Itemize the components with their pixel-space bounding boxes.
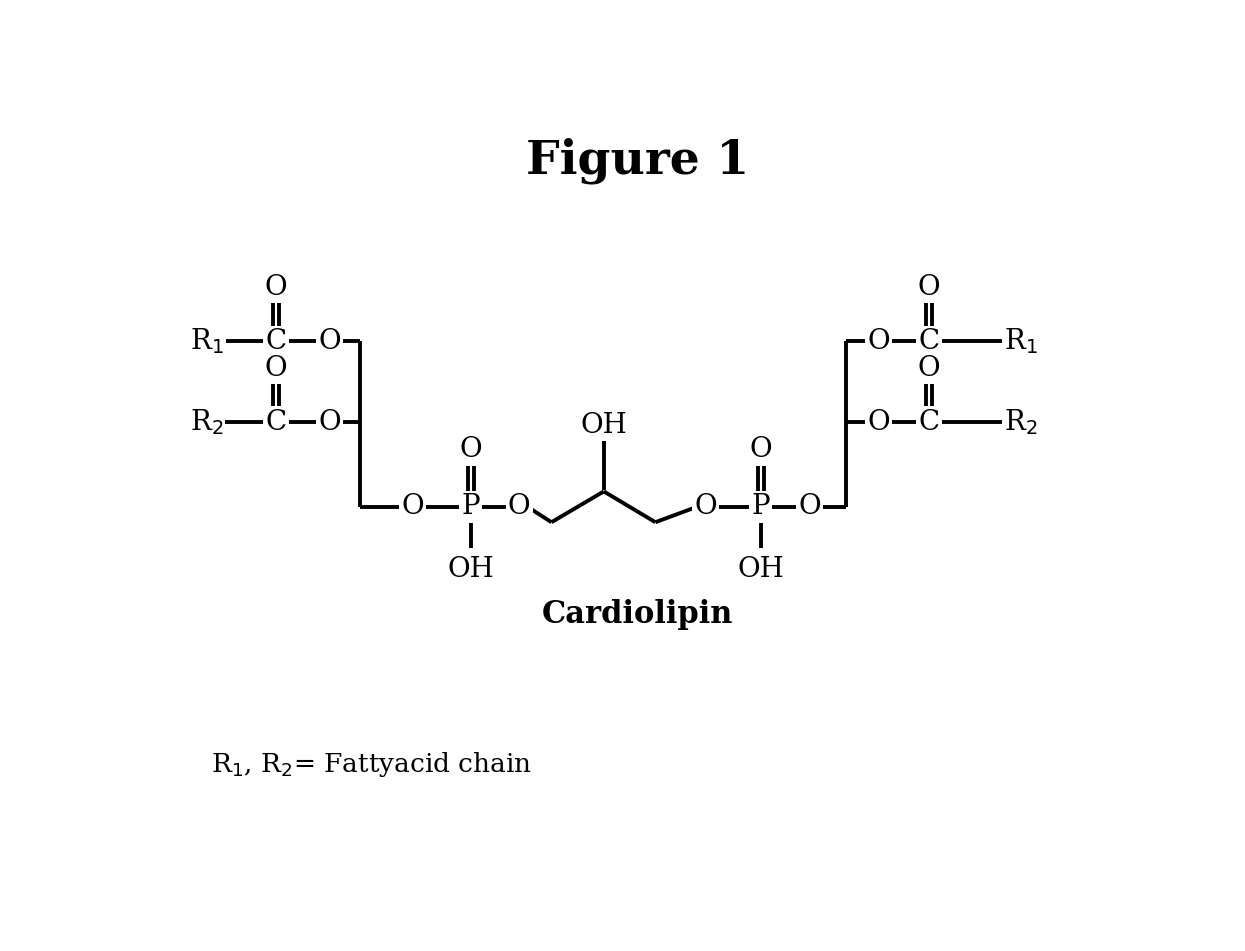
Text: O: O (319, 328, 341, 355)
Text: C: C (265, 328, 286, 355)
Text: Figure 1: Figure 1 (527, 137, 749, 184)
Text: O: O (868, 328, 890, 355)
Text: O: O (459, 437, 482, 463)
Text: O: O (695, 494, 717, 520)
Text: R$_1$: R$_1$ (1005, 326, 1038, 357)
Text: OH: OH (580, 412, 627, 438)
Text: R$_1$, R$_2$= Fattyacid chain: R$_1$, R$_2$= Fattyacid chain (212, 750, 532, 779)
Text: C: C (265, 409, 286, 436)
Text: O: O (749, 437, 772, 463)
Text: O: O (918, 274, 940, 301)
Text: O: O (918, 355, 940, 381)
Text: O: O (264, 274, 288, 301)
Text: O: O (798, 494, 820, 520)
Text: O: O (868, 409, 890, 436)
Text: O: O (402, 494, 425, 520)
Text: R$_2$: R$_2$ (1005, 407, 1038, 437)
Text: O: O (264, 355, 288, 381)
Text: O: O (319, 409, 341, 436)
Text: R$_2$: R$_2$ (189, 407, 223, 437)
Text: C: C (918, 328, 939, 355)
Text: O: O (508, 494, 530, 520)
Text: OH: OH (447, 556, 494, 584)
Text: C: C (918, 409, 939, 436)
Text: OH: OH (737, 556, 784, 584)
Text: R$_1$: R$_1$ (189, 326, 223, 357)
Text: P: P (752, 494, 771, 520)
Text: P: P (462, 494, 479, 520)
Text: Cardiolipin: Cardiolipin (542, 599, 733, 631)
